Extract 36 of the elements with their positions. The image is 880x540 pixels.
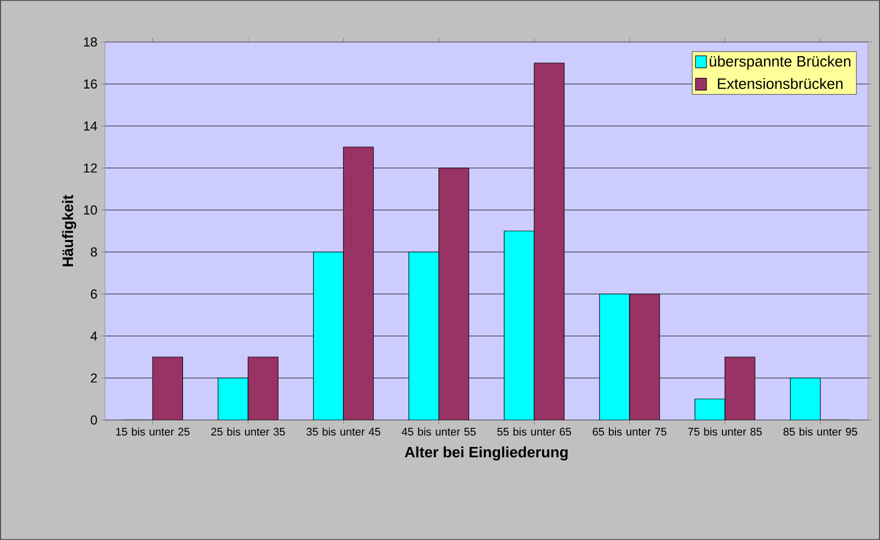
- bar: [152, 356, 183, 420]
- bar: [629, 294, 660, 420]
- x-tick-label: 35 bis unter 45: [306, 428, 380, 436]
- x-tick-label: 75 bis unter 85: [688, 428, 762, 436]
- x-tick-label: 55 bis unter 65: [497, 428, 572, 436]
- legend-label: Extensionsbrücken: [718, 78, 842, 89]
- y-tick-label: 0: [90, 415, 97, 425]
- bar: [790, 378, 821, 420]
- bar: [599, 294, 630, 420]
- y-tick-label: 10: [84, 205, 97, 215]
- bar: [248, 356, 278, 420]
- bar: [313, 252, 344, 420]
- bar: [534, 62, 564, 420]
- bar: [438, 168, 470, 420]
- legend-label: überspannte Brücken: [710, 56, 850, 70]
- bar: [724, 356, 756, 420]
- x-axis-title: Alter bei Eingliederung: [404, 446, 568, 460]
- bar: [694, 398, 726, 420]
- y-tick-label: 2: [90, 373, 97, 383]
- y-tick-label: 12: [84, 163, 97, 173]
- x-tick-label: 45 bis unter 55: [402, 428, 476, 436]
- y-tick-label: 6: [90, 289, 97, 299]
- y-axis-title: Häufigkeit: [62, 194, 76, 266]
- y-tick-label: 8: [90, 247, 97, 257]
- bar: [408, 252, 440, 420]
- x-tick-label: 65 bis unter 75: [592, 428, 666, 436]
- y-tick-label: 16: [84, 79, 97, 89]
- x-tick-label: 85 bis unter 95: [784, 428, 858, 436]
- bar: [218, 378, 248, 420]
- bar: [504, 230, 534, 420]
- bar: [343, 146, 374, 420]
- y-tick-label: 14: [84, 122, 98, 130]
- x-tick-label: 25 bis unter 35: [211, 428, 285, 436]
- y-tick-label: 18: [84, 37, 97, 47]
- y-tick-label: 4: [90, 332, 98, 340]
- x-tick-label: 15 bis unter 25: [116, 428, 190, 436]
